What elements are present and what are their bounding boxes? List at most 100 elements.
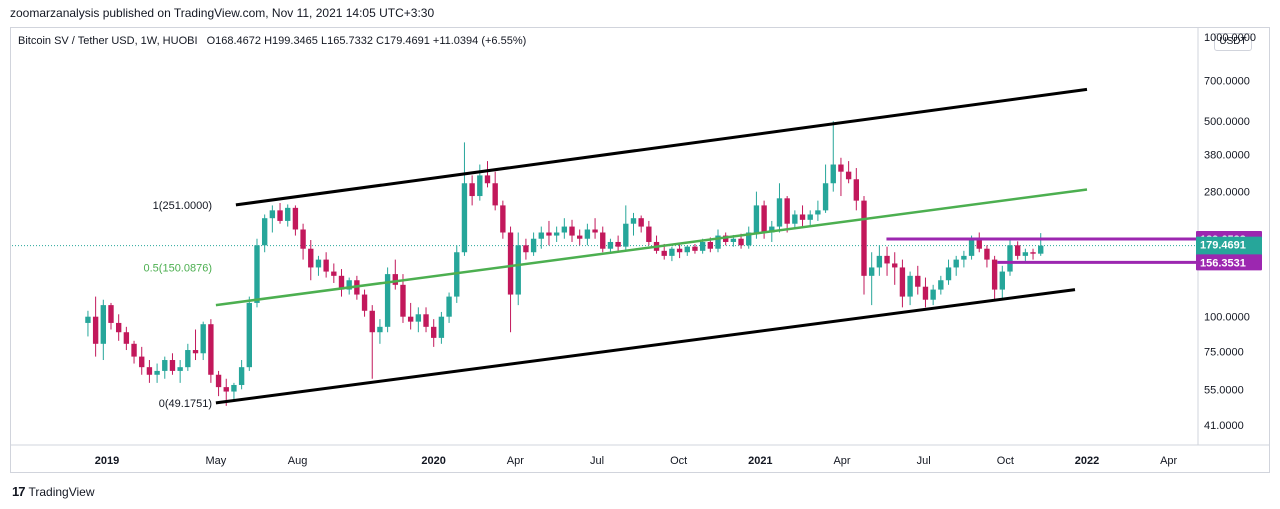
candle-body bbox=[830, 164, 836, 184]
candle-body bbox=[584, 229, 591, 239]
candle-body bbox=[1007, 245, 1013, 272]
candle-body bbox=[661, 250, 667, 256]
candle-body bbox=[461, 183, 468, 253]
candle-body bbox=[692, 246, 698, 251]
candle-body bbox=[338, 275, 345, 290]
candle-body bbox=[799, 214, 806, 220]
fib-level-label: 0(49.1751) bbox=[159, 398, 212, 410]
candle-body bbox=[1038, 245, 1044, 254]
candle-body bbox=[254, 245, 260, 303]
candle-body bbox=[1030, 252, 1036, 254]
candle-body bbox=[85, 316, 91, 323]
candle-body bbox=[200, 324, 206, 354]
symbol-name: Bitcoin SV / Tether USD, 1W, HUOBI bbox=[18, 35, 198, 47]
candle-body bbox=[538, 232, 544, 239]
candle-body bbox=[945, 267, 952, 281]
tradingview-footer: 17 TradingView bbox=[12, 484, 95, 499]
channel-middle-line bbox=[215, 188, 1088, 307]
candle-body bbox=[792, 214, 798, 224]
candle-body bbox=[515, 245, 521, 295]
candle-body bbox=[546, 232, 552, 236]
candle-body bbox=[868, 267, 875, 276]
candle-body bbox=[492, 183, 498, 206]
x-tick-label: Jul bbox=[917, 455, 931, 467]
currency-badge[interactable]: USDT bbox=[1214, 33, 1252, 51]
x-tick-label: Apr bbox=[833, 455, 850, 467]
candle-body bbox=[776, 198, 783, 227]
channel-lower-line bbox=[215, 288, 1076, 405]
candle-body bbox=[369, 310, 375, 333]
candle-body bbox=[753, 205, 760, 233]
candle-body bbox=[561, 226, 568, 233]
tradingview-logo-icon: 17 bbox=[12, 484, 26, 499]
candle-body bbox=[507, 232, 514, 295]
candle-body bbox=[169, 360, 176, 371]
candle-body bbox=[500, 205, 506, 233]
candle-body bbox=[377, 326, 383, 333]
candle-body bbox=[822, 183, 829, 211]
candle-body bbox=[907, 275, 913, 297]
candle-body bbox=[761, 205, 767, 233]
candle-body bbox=[1014, 245, 1021, 256]
candle-body bbox=[331, 271, 337, 276]
candle-body bbox=[231, 384, 237, 392]
candle-body bbox=[553, 232, 560, 236]
candle-body bbox=[269, 210, 276, 219]
candle-body bbox=[139, 356, 145, 368]
candle-body bbox=[100, 305, 107, 344]
candle-body bbox=[976, 238, 982, 249]
ohlc-values: O168.4672 H199.3465 L165.7332 C179.4691 … bbox=[206, 35, 527, 47]
candle-body bbox=[769, 226, 775, 233]
y-tick-label: 55.0000 bbox=[1204, 384, 1244, 396]
candle-body bbox=[815, 210, 821, 215]
candle-body bbox=[400, 284, 406, 317]
candle-body bbox=[415, 314, 422, 322]
candle-body bbox=[853, 179, 860, 201]
y-tick-label: 41.0000 bbox=[1204, 420, 1244, 432]
candle-body bbox=[999, 271, 1005, 290]
candle-body bbox=[277, 210, 283, 221]
candle-body bbox=[292, 207, 299, 230]
candle-body bbox=[154, 370, 160, 375]
y-tick-label: 700.0000 bbox=[1204, 75, 1250, 87]
y-tick-label: 500.0000 bbox=[1204, 116, 1250, 128]
candle-body bbox=[223, 387, 229, 392]
candle-body bbox=[438, 316, 445, 338]
x-tick-label: 2020 bbox=[421, 455, 445, 467]
candle-body bbox=[346, 280, 352, 290]
fib-level-label: 1(251.0000) bbox=[153, 200, 212, 212]
y-tick-label: 75.0000 bbox=[1204, 347, 1244, 359]
candle-body bbox=[361, 294, 368, 311]
candle-body bbox=[876, 255, 883, 268]
candle-body bbox=[623, 223, 629, 247]
candle-body bbox=[991, 259, 998, 290]
candle-body bbox=[845, 171, 852, 180]
candle-body bbox=[961, 255, 967, 260]
price-label-text: 179.4691 bbox=[1200, 240, 1246, 252]
candle-body bbox=[162, 360, 168, 371]
y-tick-label: 1000.0000 bbox=[1204, 32, 1256, 44]
candle-body bbox=[285, 207, 291, 221]
candle-body bbox=[530, 238, 537, 253]
chart-frame bbox=[10, 27, 1270, 473]
channel-upper-line bbox=[235, 87, 1088, 207]
x-tick-label: May bbox=[205, 455, 226, 467]
candle-body bbox=[884, 255, 890, 264]
y-tick-label: 100.0000 bbox=[1204, 312, 1250, 324]
candle-body bbox=[384, 274, 391, 327]
candle-body bbox=[300, 229, 306, 249]
candle-body bbox=[523, 245, 529, 253]
candle-body bbox=[477, 175, 483, 197]
y-tick-label: 280.0000 bbox=[1204, 187, 1250, 199]
candle-body bbox=[407, 316, 414, 322]
y-tick-label: 380.0000 bbox=[1204, 150, 1250, 162]
brand-label: TradingView bbox=[28, 484, 95, 499]
candle-body bbox=[1022, 252, 1029, 256]
candle-body bbox=[261, 218, 268, 246]
candle-body bbox=[723, 235, 729, 242]
candle-body bbox=[938, 280, 944, 290]
candle-body bbox=[707, 241, 714, 249]
candle-body bbox=[577, 235, 583, 239]
candle-body bbox=[784, 198, 790, 224]
